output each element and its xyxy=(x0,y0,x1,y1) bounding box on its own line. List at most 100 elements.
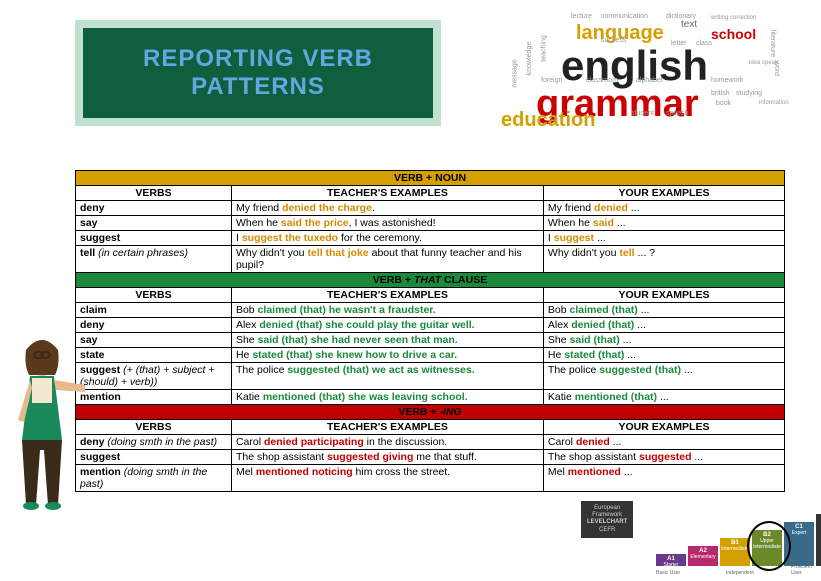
teacher-example-cell: He stated (that) she knew how to drive a… xyxy=(231,348,543,363)
verb-cell: claim xyxy=(76,303,232,318)
column-header: YOUR EXAMPLES xyxy=(543,288,784,303)
section-title: VERB + THAT CLAUSE xyxy=(76,273,785,288)
wordcloud-word: classroom xyxy=(586,77,618,84)
wordcloud-word: message xyxy=(512,59,519,87)
table-row: mention (doing smth in the past) Mel ment… xyxy=(76,465,785,492)
wordcloud-word: education xyxy=(501,110,595,130)
column-header: VERBS xyxy=(76,420,232,435)
teacher-example-cell: She said (that) she had never seen that … xyxy=(231,333,543,348)
column-header: YOUR EXAMPLES xyxy=(543,420,784,435)
level-bar-a2: A2Elementary xyxy=(688,546,718,566)
column-headers: VERBSTEACHER'S EXAMPLESYOUR EXAMPLES xyxy=(76,420,785,435)
cefr-level-chart: EuropeanFrameworkLEVELCHARTCEFR A1Starter… xyxy=(561,496,791,566)
your-example-cell: Carol denied ... xyxy=(543,435,784,450)
your-example-cell: Alex denied (that) ... xyxy=(543,318,784,333)
baseline-label: Independent xyxy=(726,570,754,576)
table-row: denyMy friend denied the charge.My frien… xyxy=(76,201,785,216)
section-header: VERB + -ING xyxy=(76,405,785,420)
verb-cell: suggest xyxy=(76,231,232,246)
wordcloud-word: foreign xyxy=(541,77,562,84)
wordcloud-word: text xyxy=(681,20,697,30)
table-row: suggestI suggest the tuxedo for the cere… xyxy=(76,231,785,246)
column-header: YOUR EXAMPLES xyxy=(543,186,784,201)
column-header: TEACHER'S EXAMPLES xyxy=(231,186,543,201)
wordcloud: englishgrammarlanguageeducationschooltex… xyxy=(501,15,781,135)
wordcloud-word: idea speak xyxy=(749,60,778,66)
verb-cell: deny xyxy=(76,201,232,216)
wordcloud-word: homework xyxy=(711,77,743,84)
wordcloud-word: speech xyxy=(666,110,689,117)
section-header: VERB + NOUN xyxy=(76,171,785,186)
table-row: denyAlex denied (that) she could play th… xyxy=(76,318,785,333)
your-example-cell: When he said ... xyxy=(543,216,784,231)
your-example-cell: I suggest ... xyxy=(543,231,784,246)
page-title: REPORTING VERB PATTERNS xyxy=(83,45,433,101)
verb-cell: deny xyxy=(76,318,232,333)
wordcloud-word: teaching xyxy=(541,35,548,61)
wordcloud-word: book xyxy=(716,100,731,107)
wordcloud-word: success xyxy=(601,37,626,44)
section-header: VERB + THAT CLAUSE xyxy=(76,273,785,288)
wordcloud-word: english xyxy=(561,45,708,87)
verb-cell: tell (in certain phrases) xyxy=(76,246,232,273)
wordcloud-word: student xyxy=(631,110,654,117)
column-header: TEACHER'S EXAMPLES xyxy=(231,288,543,303)
your-example-cell: Mel mentioned ... xyxy=(543,465,784,492)
wordcloud-word: dictionary xyxy=(666,13,696,20)
wordcloud-word: knowledge xyxy=(526,42,533,75)
teacher-example-cell: Why didn't you tell that joke about that… xyxy=(231,246,543,273)
teacher-example-cell: The police suggested (that) we act as wi… xyxy=(231,363,543,390)
column-header: VERBS xyxy=(76,288,232,303)
table-row: sayShe said (that) she had never seen th… xyxy=(76,333,785,348)
verb-cell: state xyxy=(76,348,232,363)
verb-cell: say xyxy=(76,216,232,231)
level-bar-c2: C2Mastery xyxy=(816,514,821,566)
verb-cell: suggest xyxy=(76,450,232,465)
wordcloud-word: letter xyxy=(671,40,687,47)
teacher-example-cell: Alex denied (that) she could play the gu… xyxy=(231,318,543,333)
wordcloud-word: literature xyxy=(769,30,776,57)
baseline-label: Basic User xyxy=(656,570,680,576)
wordcloud-word: british xyxy=(711,90,730,97)
level-bar-b1: B1Intermediate xyxy=(720,538,750,566)
levelchart-label: EuropeanFrameworkLEVELCHARTCEFR xyxy=(581,501,633,538)
table-row: sayWhen he said the price, I was astonis… xyxy=(76,216,785,231)
column-headers: VERBSTEACHER'S EXAMPLESYOUR EXAMPLES xyxy=(76,288,785,303)
title-box: REPORTING VERB PATTERNS xyxy=(75,20,441,126)
verb-cell: mention (doing smth in the past) xyxy=(76,465,232,492)
teacher-example-cell: I suggest the tuxedo for the ceremony. xyxy=(231,231,543,246)
wordcloud-word: class xyxy=(696,40,712,47)
wordcloud-word: communication xyxy=(601,13,648,20)
wordcloud-word: writing correction xyxy=(711,15,756,21)
section-title: VERB + NOUN xyxy=(76,171,785,186)
baseline-label: Proficient User xyxy=(791,564,812,576)
teacher-example-cell: Carol denied participating in the discus… xyxy=(231,435,543,450)
wordcloud-word: lecture xyxy=(571,13,592,20)
table-row: deny (doing smth in the past)Carol denie… xyxy=(76,435,785,450)
wordcloud-word: studying xyxy=(736,90,762,97)
column-headers: VERBSTEACHER'S EXAMPLESYOUR EXAMPLES xyxy=(76,186,785,201)
verb-cell: say xyxy=(76,333,232,348)
verb-cell: mention xyxy=(76,390,232,405)
your-example-cell: The police suggested (that) ... xyxy=(543,363,784,390)
your-example-cell: Katie mentioned (that) ... xyxy=(543,390,784,405)
wordcloud-word: school xyxy=(711,27,756,41)
verb-cell: suggest (+ (that) + subject + (should) +… xyxy=(76,363,232,390)
teacher-example-cell: The shop assistant suggested giving me t… xyxy=(231,450,543,465)
verb-cell: deny (doing smth in the past) xyxy=(76,435,232,450)
teacher-illustration xyxy=(0,330,85,510)
table-row: mentionKatie mentioned (that) she was le… xyxy=(76,390,785,405)
teacher-example-cell: When he said the price, I was astonished… xyxy=(231,216,543,231)
highlight-circle xyxy=(747,521,791,571)
wordcloud-word: alphabet xyxy=(636,77,663,84)
level-bar-a1: A1Starter xyxy=(656,554,686,566)
your-example-cell: Why didn't you tell ... ? xyxy=(543,246,784,273)
teacher-example-cell: Katie mentioned (that) she was leaving s… xyxy=(231,390,543,405)
column-header: VERBS xyxy=(76,186,232,201)
your-example-cell: My friend denied ... xyxy=(543,201,784,216)
section-title: VERB + -ING xyxy=(76,405,785,420)
table-row: tell (in certain phrases)Why didn't you … xyxy=(76,246,785,273)
your-example-cell: Bob claimed (that) ... xyxy=(543,303,784,318)
wordcloud-word: information xyxy=(759,100,789,106)
teacher-example-cell: Bob claimed (that) he wasn't a fraudster… xyxy=(231,303,543,318)
